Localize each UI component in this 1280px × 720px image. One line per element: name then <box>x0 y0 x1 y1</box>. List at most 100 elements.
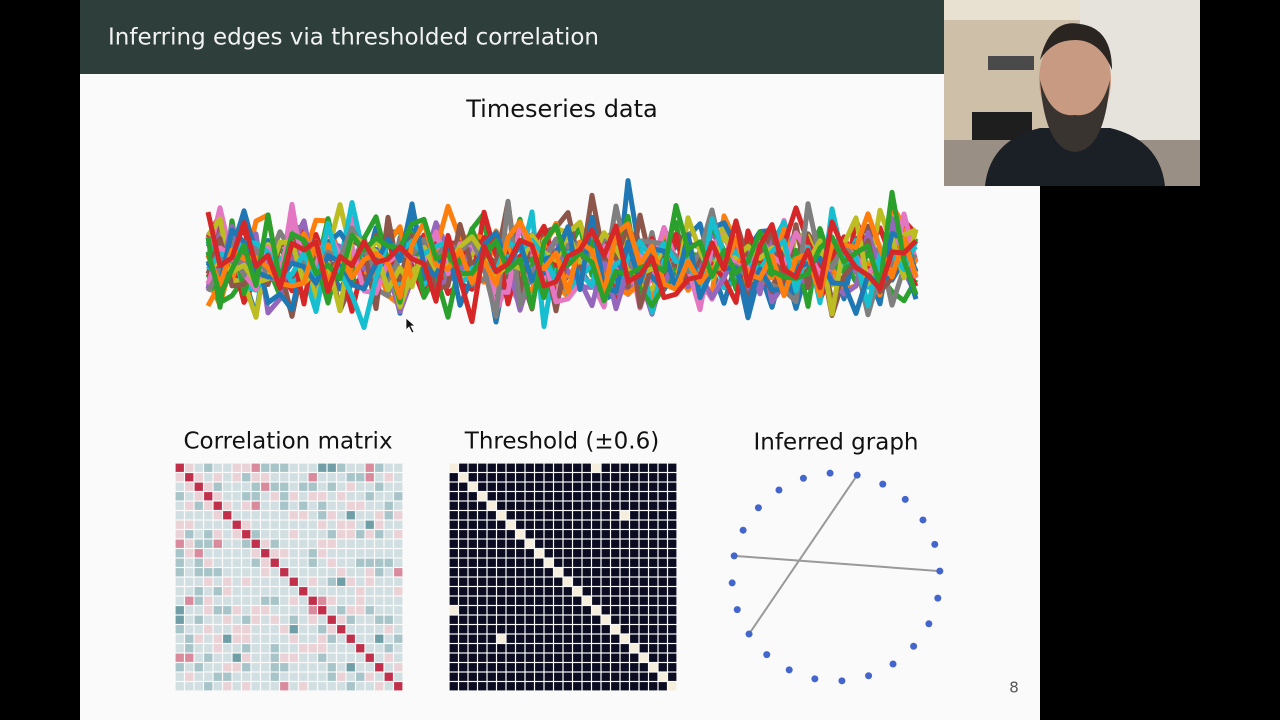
correlation-cell <box>394 653 403 662</box>
threshold-cell <box>563 596 572 605</box>
threshold-cell <box>544 511 553 520</box>
correlation-cell <box>194 501 203 510</box>
threshold-cell <box>506 653 515 662</box>
correlation-cell <box>365 634 374 643</box>
graph-node <box>754 504 762 512</box>
threshold-cell <box>516 625 525 634</box>
threshold-cell <box>563 482 572 491</box>
correlation-cell <box>251 492 260 501</box>
correlation-cell <box>270 606 279 615</box>
threshold-cell <box>582 625 591 634</box>
threshold-cell <box>459 625 468 634</box>
threshold-cell <box>601 596 610 605</box>
threshold-cell <box>573 606 582 615</box>
correlation-cell <box>289 482 298 491</box>
correlation-cell <box>394 530 403 539</box>
threshold-cell <box>459 663 468 672</box>
correlation-cell <box>270 587 279 596</box>
correlation-cell <box>384 558 393 567</box>
graph-node <box>925 620 933 628</box>
threshold-cell <box>658 492 667 501</box>
threshold-cell <box>563 568 572 577</box>
inferred-graph <box>728 469 944 685</box>
threshold-cell <box>639 473 648 482</box>
threshold-cell <box>497 520 506 529</box>
threshold-cell <box>668 549 677 558</box>
correlation-cell <box>251 682 260 691</box>
threshold-cell <box>668 492 677 501</box>
correlation-cell <box>213 577 222 586</box>
correlation-cell <box>384 615 393 624</box>
correlation-cell <box>175 463 184 472</box>
correlation-cell <box>308 482 317 491</box>
threshold-cell <box>630 492 639 501</box>
correlation-cell <box>318 520 327 529</box>
threshold-cell <box>611 492 620 501</box>
threshold-cell <box>516 501 525 510</box>
threshold-cell <box>620 625 629 634</box>
correlation-cell <box>223 596 232 605</box>
correlation-cell <box>185 568 194 577</box>
correlation-cell <box>261 473 270 482</box>
threshold-cell <box>516 492 525 501</box>
threshold-cell <box>544 568 553 577</box>
threshold-cell <box>544 596 553 605</box>
threshold-cell <box>601 501 610 510</box>
correlation-cell <box>327 473 336 482</box>
correlation-cell <box>175 520 184 529</box>
threshold-cell <box>592 539 601 548</box>
correlation-cell <box>346 653 355 662</box>
correlation-cell <box>213 568 222 577</box>
webcam-person-head <box>1039 30 1111 130</box>
correlation-cell <box>242 606 251 615</box>
correlation-cell <box>280 549 289 558</box>
correlation-cell <box>242 587 251 596</box>
threshold-cell <box>582 663 591 672</box>
correlation-cell <box>232 482 241 491</box>
threshold-cell <box>582 473 591 482</box>
threshold-cell <box>449 463 458 472</box>
correlation-cell <box>185 634 194 643</box>
correlation-cell <box>394 587 403 596</box>
threshold-cell <box>601 530 610 539</box>
correlation-cell <box>194 663 203 672</box>
threshold-cell <box>497 577 506 586</box>
correlation-cell <box>346 663 355 672</box>
threshold-cell <box>649 492 658 501</box>
correlation-cell <box>356 577 365 586</box>
correlation-cell <box>299 568 308 577</box>
timeseries-title: Timeseries data <box>465 95 658 123</box>
correlation-cell <box>356 511 365 520</box>
correlation-cell <box>232 463 241 472</box>
threshold-cell <box>668 606 677 615</box>
correlation-cell <box>223 482 232 491</box>
threshold-cell <box>506 644 515 653</box>
correlation-cell <box>194 539 203 548</box>
correlation-cell <box>299 473 308 482</box>
webcam <box>944 0 1200 186</box>
correlation-cell <box>337 634 346 643</box>
correlation-cell <box>289 511 298 520</box>
threshold-cell <box>478 625 487 634</box>
threshold-cell <box>468 634 477 643</box>
threshold-cell <box>516 596 525 605</box>
threshold-cell <box>516 634 525 643</box>
threshold-cell <box>459 596 468 605</box>
correlation-cell <box>223 625 232 634</box>
threshold-cell <box>449 577 458 586</box>
threshold-cell <box>582 558 591 567</box>
correlation-cell <box>175 539 184 548</box>
correlation-cell <box>308 568 317 577</box>
correlation-cell <box>261 558 270 567</box>
correlation-cell <box>242 653 251 662</box>
threshold-cell <box>592 644 601 653</box>
correlation-cell <box>223 615 232 624</box>
threshold-cell <box>649 596 658 605</box>
correlation-cell <box>384 682 393 691</box>
threshold-cell <box>658 682 667 691</box>
correlation-cell <box>204 672 213 681</box>
threshold-cell <box>582 511 591 520</box>
threshold-cell <box>535 634 544 643</box>
threshold-cell <box>620 606 629 615</box>
